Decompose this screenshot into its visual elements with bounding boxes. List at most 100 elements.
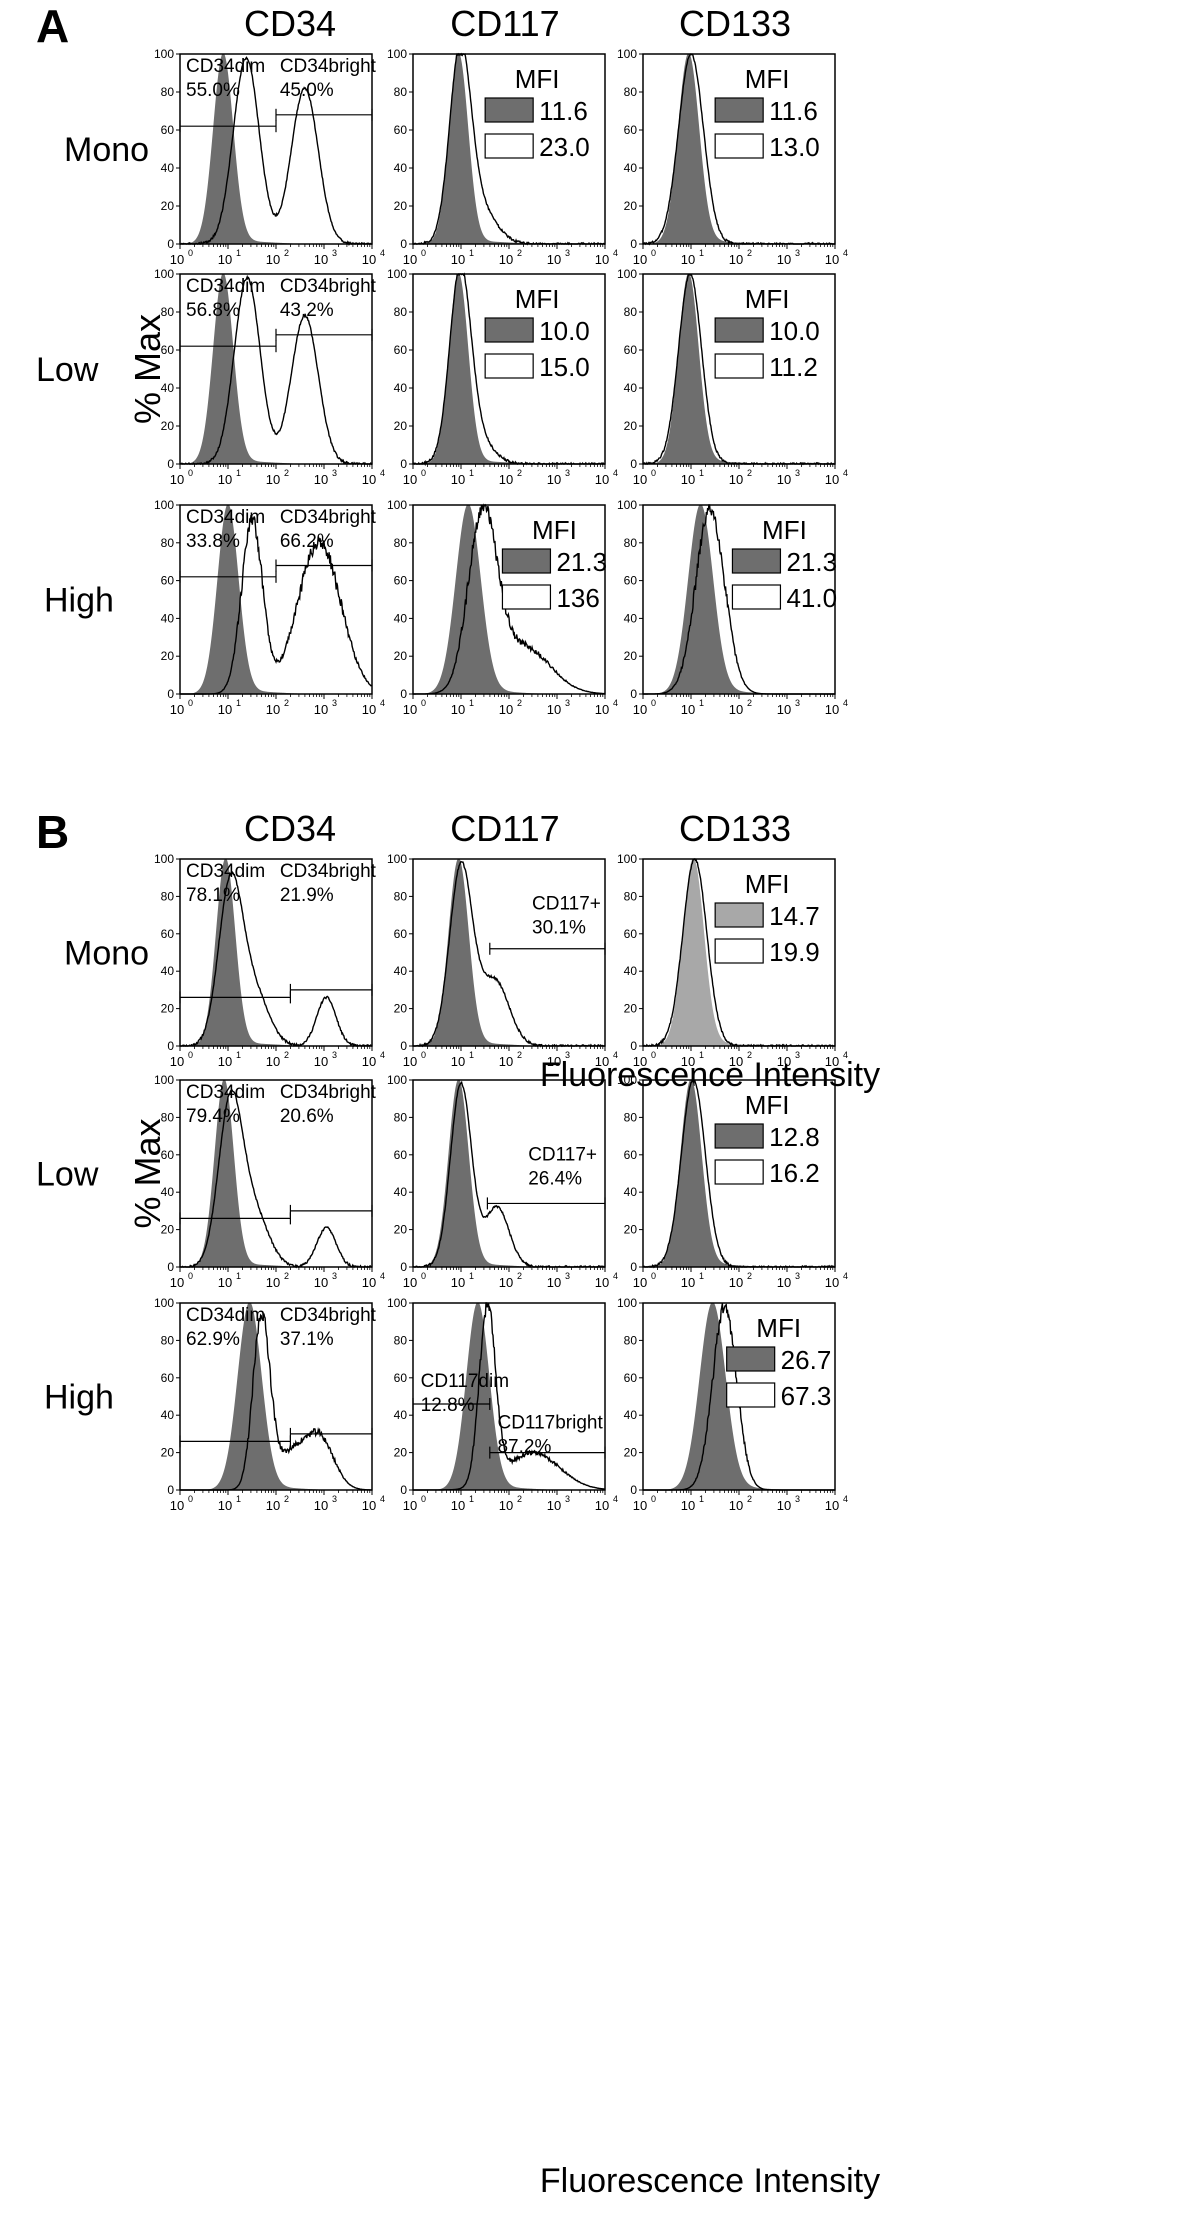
mfi-legend-isotype-swatch [714, 317, 764, 343]
y-tick-label: 60 [161, 927, 175, 941]
mfi-title: MFI [745, 284, 790, 314]
mfi-legend-stain-swatch [714, 133, 764, 159]
x-tick-exponent: 1 [699, 1050, 704, 1060]
x-tick-label: 10 [777, 1054, 791, 1069]
x-tick-exponent: 0 [421, 1494, 426, 1504]
x-tick-exponent: 4 [613, 698, 618, 708]
x-tick-exponent: 2 [517, 1271, 522, 1281]
row-label-low: Low [36, 351, 99, 389]
gate-label: CD117+ [532, 893, 601, 914]
column-title-cd34: CD34 [244, 3, 336, 44]
mfi-legend-stain-swatch [484, 133, 534, 159]
y-tick-label: 0 [400, 1039, 407, 1053]
row-label-mono: Mono [64, 935, 149, 973]
isotype-histogram [413, 54, 605, 244]
gate-percent: 66.2% [280, 531, 334, 552]
x-tick-exponent: 1 [236, 1494, 241, 1504]
x-tick-exponent: 3 [332, 248, 337, 258]
x-tick-label: 10 [266, 1275, 280, 1290]
mfi-isotype-value: 11.6 [539, 96, 588, 126]
x-tick-exponent: 4 [843, 698, 848, 708]
mfi-legend-isotype-swatch [501, 548, 552, 574]
y-tick-label: 40 [394, 1185, 408, 1199]
y-tick-label: 20 [394, 199, 408, 213]
mfi-legend-isotype-swatch [484, 317, 534, 343]
y-tick-label: 20 [394, 1446, 408, 1460]
y-axis-label: % Max [127, 314, 168, 424]
x-tick-label: 10 [729, 1275, 743, 1290]
x-tick-label: 10 [362, 1498, 376, 1513]
x-tick-exponent: 4 [380, 1050, 385, 1060]
stain-histogram-line [642, 273, 835, 466]
isotype-histogram [413, 1080, 605, 1267]
x-tick-label: 10 [633, 1054, 647, 1069]
x-tick-exponent: 2 [747, 248, 752, 258]
x-tick-label: 10 [681, 702, 695, 717]
x-tick-exponent: 1 [699, 468, 704, 478]
mfi-title: MFI [745, 64, 790, 94]
y-tick-label: 20 [161, 1002, 175, 1016]
gate-percent: 20.6% [280, 1106, 334, 1127]
y-tick-label: 40 [161, 964, 175, 978]
x-tick-exponent: 3 [565, 1050, 570, 1060]
y-tick-label: 80 [394, 1110, 408, 1124]
x-tick-label: 10 [729, 702, 743, 717]
gate-label: CD34bright [280, 861, 377, 882]
x-tick-exponent: 3 [795, 1494, 800, 1504]
panel-a: A CD34 CD117 CD133 Mono Low High % Max Fluoresce… [36, 0, 880, 1094]
y-tick-label: 40 [161, 1185, 175, 1199]
panel-letter: B [36, 806, 69, 858]
x-tick-label: 10 [218, 1054, 232, 1069]
x-axis-label: Fluorescence Intensity [540, 1056, 880, 1094]
stain-histogram-line [179, 274, 373, 466]
mfi-isotype-value: 10.0 [539, 316, 590, 346]
gate-percent: 55.0% [186, 80, 240, 101]
x-tick-label: 10 [777, 1275, 791, 1290]
x-tick-label: 10 [595, 702, 609, 717]
x-tick-exponent: 1 [469, 698, 474, 708]
x-tick-exponent: 2 [517, 248, 522, 258]
y-tick-label: 40 [161, 381, 175, 395]
x-tick-exponent: 3 [795, 248, 800, 258]
isotype-histogram [180, 1080, 372, 1267]
gate-percent: 56.8% [186, 300, 240, 321]
x-tick-label: 10 [547, 1498, 561, 1513]
x-tick-label: 10 [681, 1275, 695, 1290]
y-tick-label: 0 [630, 1260, 637, 1274]
x-tick-label: 10 [825, 472, 839, 487]
y-tick-label: 100 [387, 267, 407, 281]
stain-histogram-line [180, 56, 373, 246]
x-tick-exponent: 0 [651, 1050, 656, 1060]
x-tick-label: 10 [729, 1498, 743, 1513]
x-tick-label: 10 [547, 1054, 561, 1069]
x-tick-label: 10 [777, 702, 791, 717]
gate-label: CD34dim [186, 1082, 265, 1103]
y-tick-label: 60 [161, 343, 175, 357]
x-tick-label: 10 [451, 702, 465, 717]
y-tick-label: 20 [161, 1223, 175, 1237]
y-tick-label: 0 [630, 457, 637, 471]
x-tick-exponent: 3 [332, 698, 337, 708]
mfi-stain-value: 67.3 [781, 1381, 832, 1411]
mfi-stain-value: 136 [556, 583, 599, 613]
y-tick-label: 100 [154, 1296, 174, 1310]
x-tick-exponent: 3 [332, 468, 337, 478]
y-tick-label: 40 [161, 611, 175, 625]
y-tick-label: 100 [387, 852, 407, 866]
x-tick-label: 10 [547, 702, 561, 717]
x-tick-exponent: 4 [843, 468, 848, 478]
mfi-title: MFI [745, 869, 790, 899]
x-tick-label: 10 [633, 252, 647, 267]
x-tick-exponent: 2 [284, 468, 289, 478]
x-tick-label: 10 [681, 1498, 695, 1513]
row-label-low: Low [36, 1156, 99, 1194]
isotype-histogram [643, 1080, 835, 1267]
x-tick-label: 10 [547, 252, 561, 267]
y-tick-label: 80 [624, 1110, 638, 1124]
x-tick-label: 10 [825, 1498, 839, 1513]
x-tick-exponent: 4 [613, 1494, 618, 1504]
